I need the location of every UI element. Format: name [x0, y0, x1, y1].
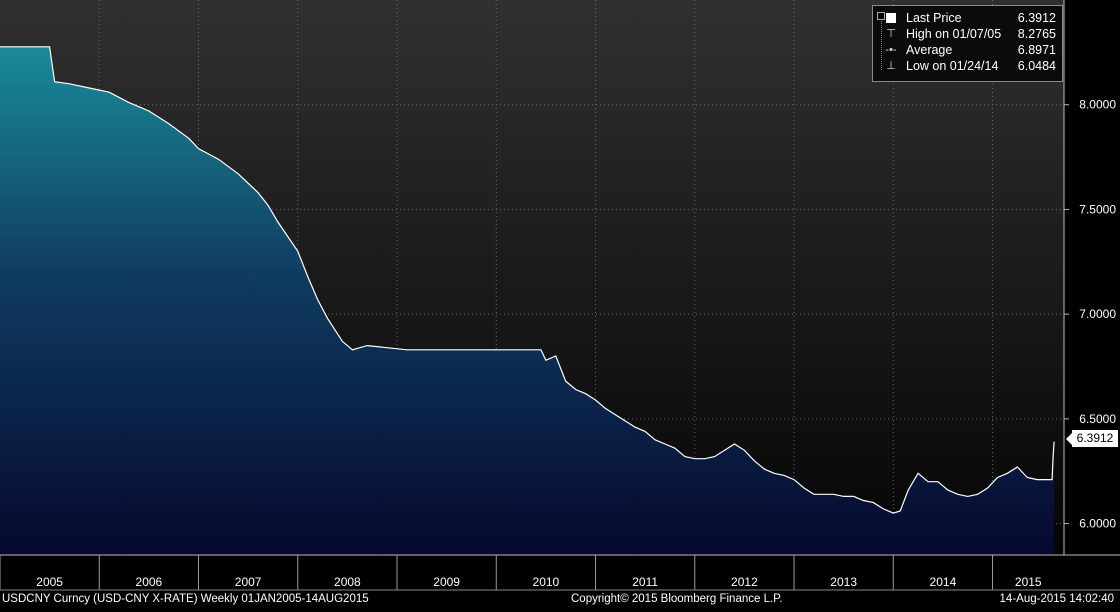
legend-low: ⊥ Low on 01/24/14 6.0484 — [879, 58, 1056, 74]
x-tick-label: 2007 — [235, 575, 262, 589]
legend-tree-line — [881, 18, 882, 70]
x-tick-label: 2012 — [731, 575, 758, 589]
legend-label: High on 01/07/05 — [906, 27, 1002, 41]
y-tick-label: 6.0000 — [1079, 517, 1116, 531]
legend-value: 6.0484 — [1017, 59, 1056, 73]
legend-label: Low on 01/24/14 — [906, 59, 999, 73]
legend-collapse-box[interactable] — [877, 12, 885, 20]
x-tick-label: 2006 — [136, 575, 163, 589]
footer-timestamp: 14-Aug-2015 14:02:40 — [999, 593, 1114, 605]
legend-average: -•- Average 6.8971 — [879, 42, 1056, 58]
x-tick-label: 2014 — [930, 575, 957, 589]
last-price-tag: 6.3912 — [1066, 430, 1118, 447]
legend-label: Average — [906, 43, 953, 57]
x-tick-label: 2011 — [632, 575, 658, 589]
y-axis: 6.0000 6.5000 7.0000 7.5000 8.0000 — [1063, 0, 1116, 555]
legend-last-price: Last Price 6.3912 — [879, 10, 1056, 26]
y-tick-label: 8.0000 — [1079, 98, 1116, 112]
series-line — [0, 46, 1055, 514]
legend-value: 6.3912 — [1017, 11, 1056, 25]
legend-value: 6.8971 — [1017, 43, 1056, 57]
series-group — [0, 46, 1055, 556]
high-marker-icon: ⊤ — [886, 28, 896, 40]
square-marker-icon — [883, 10, 899, 28]
x-tick-label: 2009 — [433, 575, 460, 589]
legend-label: Last Price — [906, 11, 962, 25]
average-marker-icon: -•- — [885, 44, 897, 56]
legend-value: 8.2765 — [1017, 27, 1056, 41]
x-tick-label: 2008 — [334, 575, 361, 589]
y-tick-label: 7.5000 — [1079, 202, 1116, 216]
y-tick-label: 6.5000 — [1079, 412, 1116, 426]
x-tick-label: 2010 — [533, 575, 560, 589]
low-marker-icon: ⊥ — [886, 60, 896, 72]
chart-legend: Last Price 6.3912 ⊤ High on 01/07/05 8.2… — [872, 5, 1063, 82]
x-axis: 2005 2006 2007 2008 2009 2010 2011 2012 2013 2014… — [0, 554, 1120, 591]
x-tick-label: 2015 — [1015, 575, 1042, 589]
x-tick-label: 2005 — [36, 575, 63, 589]
chart-footer: USDCNY Curncy (USD-CNY X-RATE) Weekly 01… — [0, 591, 1120, 607]
legend-high: ⊤ High on 01/07/05 8.2765 — [879, 26, 1056, 42]
footer-copyright: Copyright© 2015 Bloomberg Finance L.P. — [571, 593, 783, 605]
x-tick-label: 2013 — [830, 575, 857, 589]
footer-ticker: USDCNY Curncy (USD-CNY X-RATE) Weekly 01… — [2, 593, 369, 605]
y-tick-label: 7.0000 — [1079, 307, 1116, 321]
series-area — [0, 46, 1055, 556]
